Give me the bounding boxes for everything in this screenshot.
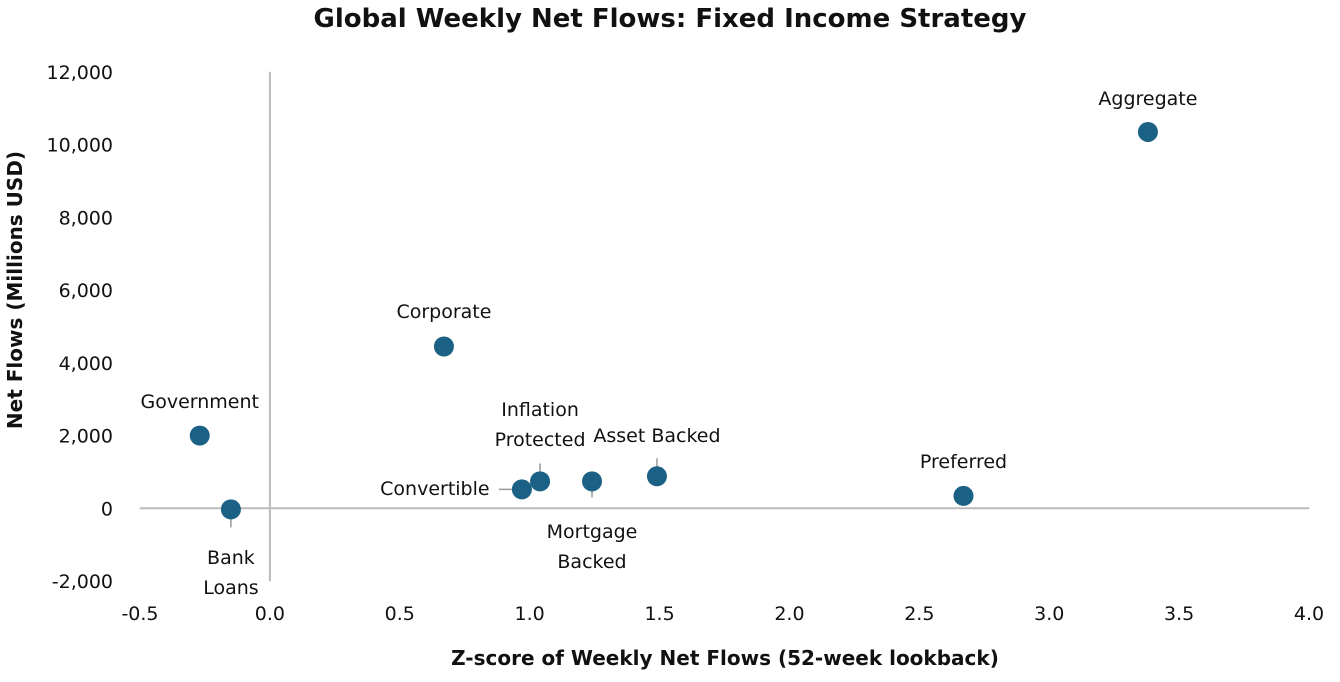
point xyxy=(1137,121,1158,142)
x-tick-label: -0.5 xyxy=(121,603,158,625)
point xyxy=(220,499,241,520)
x-tick-label: 3.0 xyxy=(1034,603,1064,625)
point-label: Corporate xyxy=(396,301,492,324)
y-tick-label: 12,000 xyxy=(47,62,113,84)
point-label: Inflation Protected xyxy=(494,399,586,452)
x-tick-label: 1.5 xyxy=(644,603,674,625)
y-axis-title: Net Flows (Millions USD) xyxy=(3,151,27,429)
point-label: Convertible xyxy=(380,478,490,501)
y-tick-label: 4,000 xyxy=(59,353,113,375)
y-tick-label: 10,000 xyxy=(47,135,113,157)
point-label: Aggregate xyxy=(1098,87,1198,110)
y-tick-label: 2,000 xyxy=(59,426,113,448)
point xyxy=(530,471,551,492)
x-tick-label: 2.5 xyxy=(904,603,934,625)
point xyxy=(646,466,667,487)
x-tick-label: 3.5 xyxy=(1164,603,1194,625)
x-tick-label: 0.0 xyxy=(255,603,285,625)
x-tick-label: 2.0 xyxy=(774,603,804,625)
x-tick-label: 0.5 xyxy=(385,603,415,625)
point xyxy=(582,471,603,492)
point-label: Preferred xyxy=(919,450,1008,473)
point xyxy=(511,479,532,500)
point-label: Bank Loans xyxy=(203,547,259,600)
point xyxy=(189,425,210,446)
x-tick-label: 4.0 xyxy=(1294,603,1324,625)
y-tick-label: -2,000 xyxy=(52,571,113,593)
point xyxy=(433,336,454,357)
y-tick-label: 6,000 xyxy=(59,280,113,302)
y-tick-label: 8,000 xyxy=(59,207,113,229)
chart-title: Global Weekly Net Flows: Fixed Income St… xyxy=(313,4,1027,34)
point-label: Asset Backed xyxy=(593,425,721,448)
point-label: Mortgage Backed xyxy=(546,521,638,574)
point-label: Government xyxy=(140,390,259,413)
point xyxy=(953,485,974,506)
x-axis-title: Z-score of Weekly Net Flows (52-week loo… xyxy=(451,646,999,670)
x-tick-label: 1.0 xyxy=(515,603,545,625)
y-tick-label: 0 xyxy=(101,498,113,520)
